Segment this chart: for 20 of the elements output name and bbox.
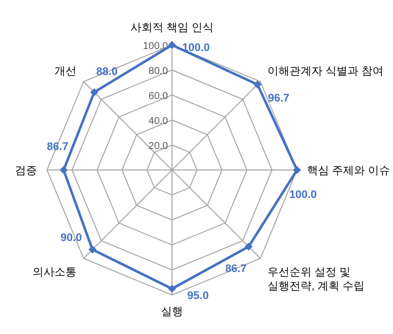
- data-label: 95.0: [187, 290, 209, 302]
- data-label: 100.0: [289, 189, 317, 201]
- spoke-label: 실행: [161, 306, 183, 318]
- y-tick-label: 40.0: [148, 116, 168, 127]
- spoke-label: 우선순위 설정 및 실행전략, 계획 수립: [267, 266, 365, 292]
- spoke-label: 핵심 주제와 이슈: [307, 165, 390, 177]
- spoke-label: 검증: [15, 165, 37, 177]
- spoke-label: 개선: [54, 66, 77, 78]
- data-label: 86.7: [225, 262, 247, 275]
- spoke-label: 의사소통: [32, 266, 77, 278]
- y-tick-label: 60.0: [148, 91, 168, 102]
- y-tick-label: 80.0: [148, 66, 168, 77]
- data-label: 100.0: [182, 42, 210, 54]
- spoke-label: 이해관계자 식별과 참여: [267, 66, 384, 78]
- data-label: 88.0: [96, 66, 118, 78]
- data-label: 96.7: [268, 92, 290, 104]
- spoke-label: 사회적 책임 인식: [130, 22, 214, 34]
- data-label: 90.0: [60, 232, 82, 244]
- data-label: 86.7: [46, 141, 68, 153]
- y-tick-label: 20.0: [148, 141, 168, 152]
